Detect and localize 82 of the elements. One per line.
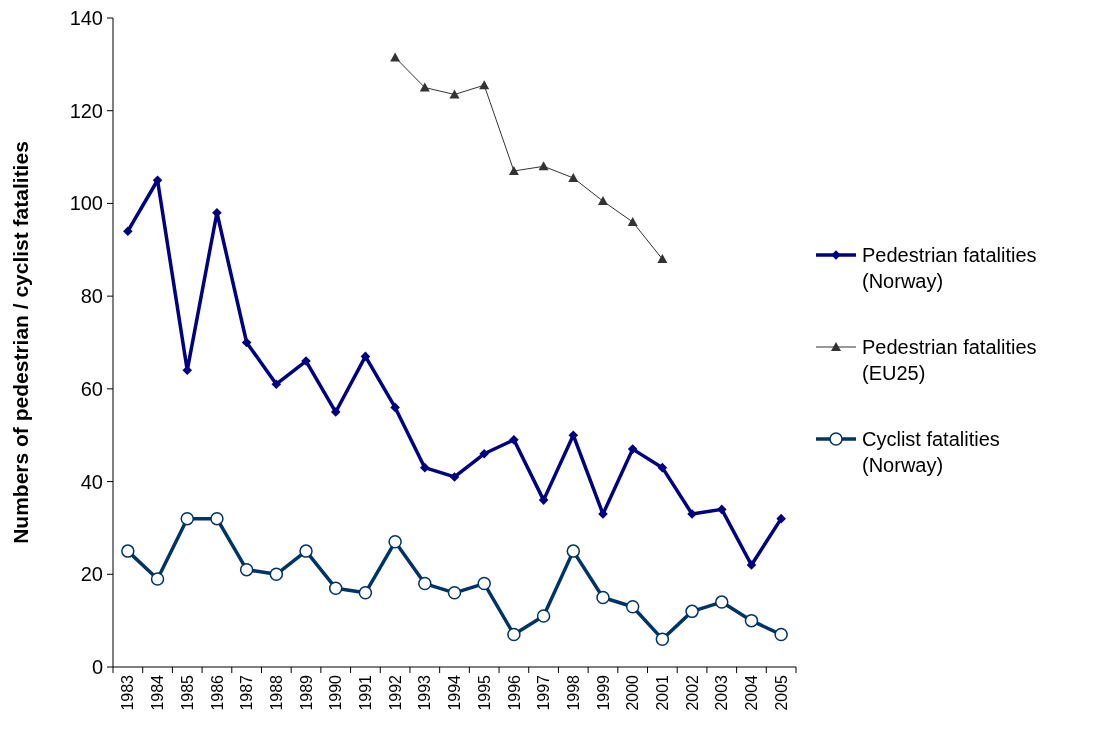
point <box>420 462 430 473</box>
y-tick-label: 40 <box>80 470 103 493</box>
point <box>685 604 699 619</box>
legend-label: Pedestrian fatalities (Norway) <box>862 244 1037 292</box>
point <box>479 80 490 90</box>
point <box>776 513 786 524</box>
point <box>271 379 282 390</box>
point <box>123 226 133 237</box>
point <box>625 599 640 614</box>
point <box>418 576 432 591</box>
y-tick-label: 120 <box>69 99 103 122</box>
x-tick-label: 2004 <box>743 674 761 711</box>
point <box>568 172 579 182</box>
x-tick-label: 1987 <box>238 674 256 711</box>
point <box>538 495 549 505</box>
point <box>657 462 668 473</box>
point <box>509 435 519 445</box>
y-tick-label: 140 <box>69 7 103 29</box>
point <box>597 196 608 206</box>
y-tick-label: 20 <box>80 563 103 586</box>
x-tick-label: 1997 <box>535 674 553 711</box>
point <box>657 254 668 264</box>
x-tick-label: 2005 <box>772 674 790 711</box>
x-tick-label: 1984 <box>149 674 167 711</box>
y-tick-label: 80 <box>80 285 103 308</box>
x-tick-label: 2001 <box>653 674 671 711</box>
x-tick-label: 1990 <box>327 674 345 711</box>
point <box>330 407 341 417</box>
y-tick-label: 60 <box>80 377 103 400</box>
point <box>479 448 489 459</box>
y-tick-label: 100 <box>69 192 103 215</box>
point <box>328 581 343 595</box>
x-tick-label: 2003 <box>713 674 731 711</box>
point <box>744 613 759 628</box>
x-tick-label: 1985 <box>178 674 196 711</box>
x-tick-label: 2000 <box>624 674 642 711</box>
point <box>447 586 462 600</box>
y-axis-title: Numbers of pedestrian / cyclist fatalities <box>9 141 32 544</box>
point <box>299 544 313 558</box>
legend-label: Pedestrian fatalities (EU25) <box>862 336 1037 384</box>
point <box>121 544 135 558</box>
point <box>746 560 757 570</box>
x-tick-label: 1996 <box>505 674 523 711</box>
point <box>716 504 727 515</box>
point <box>388 535 402 549</box>
point <box>508 165 519 175</box>
point <box>715 595 729 609</box>
x-tick-label: 1983 <box>119 674 137 711</box>
x-tick-label: 1986 <box>208 674 226 711</box>
point <box>477 576 491 591</box>
point <box>596 590 610 605</box>
x-tick-label: 1994 <box>446 674 464 711</box>
x-tick-label: 1993 <box>416 674 434 711</box>
point <box>269 567 284 582</box>
x-tick-label: 1999 <box>594 674 612 711</box>
point <box>774 627 788 642</box>
x-tick-label: 1989 <box>297 674 315 711</box>
point <box>239 562 254 577</box>
point <box>449 89 460 99</box>
point <box>507 627 521 642</box>
x-tick-label: 1998 <box>564 674 582 711</box>
y-tick-label: 0 <box>91 656 103 678</box>
point <box>627 216 638 226</box>
point <box>536 609 551 623</box>
point <box>566 544 581 558</box>
point <box>655 632 670 646</box>
point <box>210 511 224 526</box>
point <box>390 402 400 413</box>
x-tick-label: 1988 <box>267 674 285 711</box>
point <box>449 472 460 482</box>
point <box>358 586 373 600</box>
point <box>419 82 430 92</box>
point <box>627 444 638 454</box>
point <box>390 52 401 62</box>
x-tick-label: 1992 <box>386 674 404 711</box>
point <box>538 161 549 171</box>
x-tick-label: 1991 <box>357 674 375 711</box>
legend-label: Cyclist fatalities (Norway) <box>862 428 1000 476</box>
point <box>180 511 194 526</box>
x-tick-label: 1995 <box>475 674 493 711</box>
x-tick-label: 2002 <box>683 674 701 711</box>
point <box>150 572 165 586</box>
